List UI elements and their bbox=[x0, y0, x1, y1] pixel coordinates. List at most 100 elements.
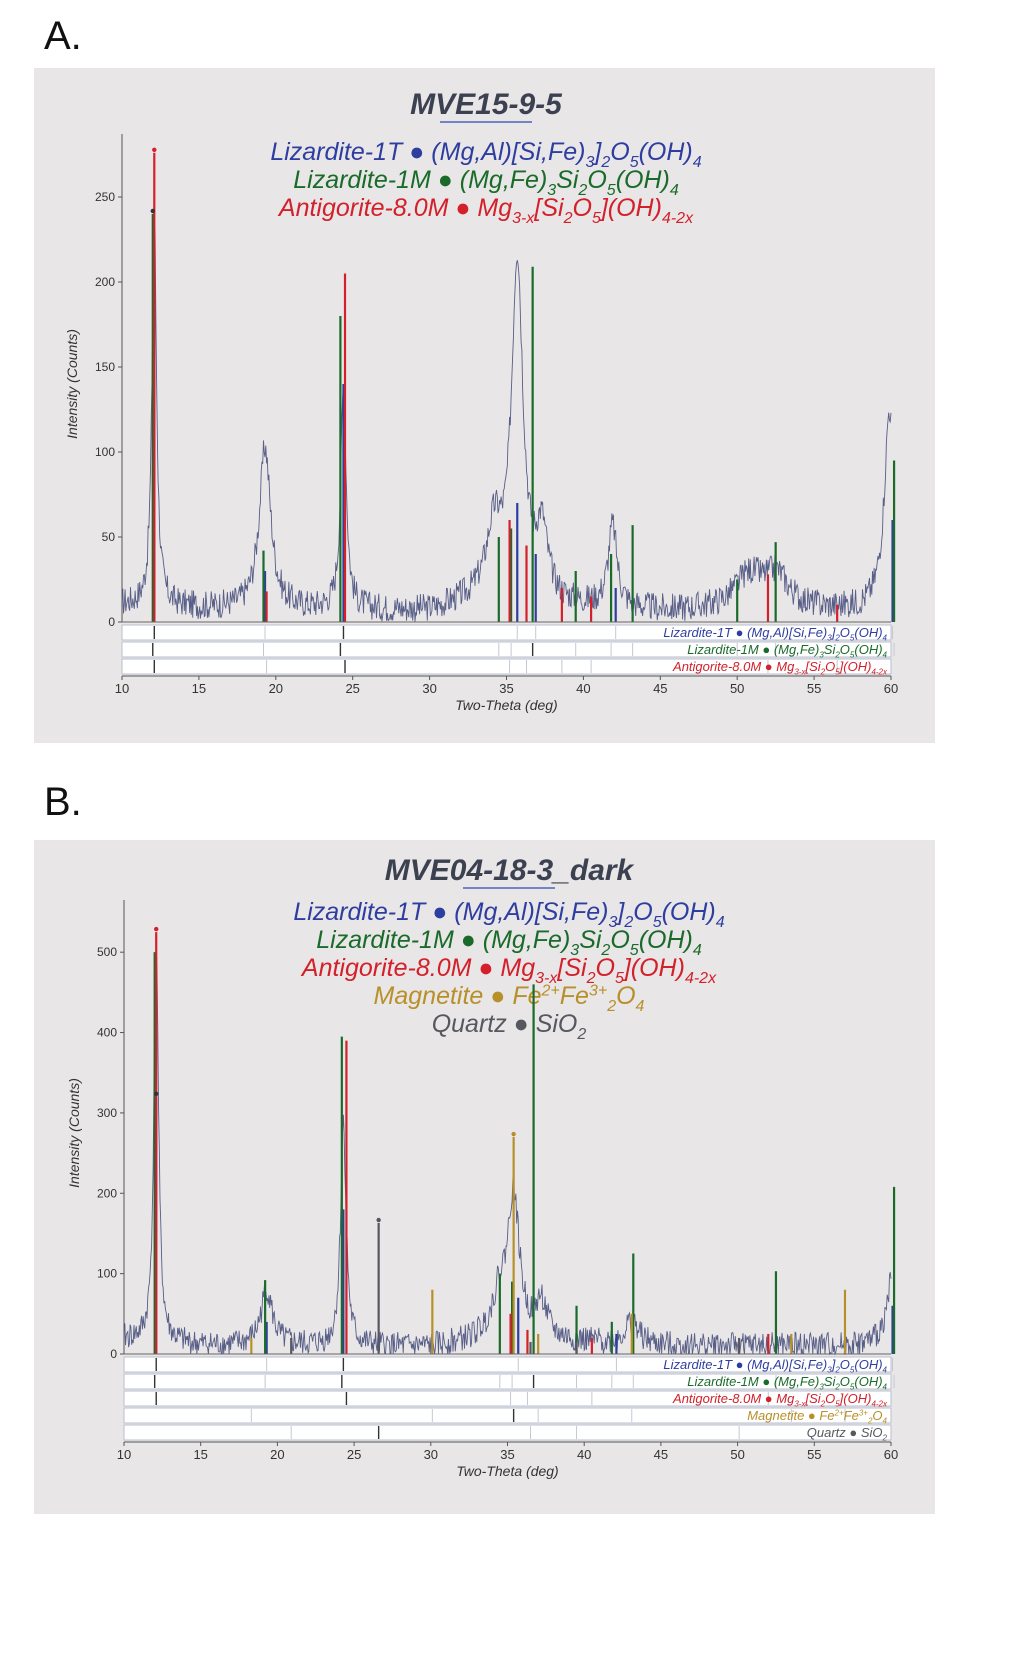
strip-label-mag-part: 2 bbox=[867, 1417, 873, 1426]
y-tick-label: 0 bbox=[110, 1347, 117, 1361]
strip-label-atg-part: 4-2x bbox=[871, 1400, 888, 1409]
measured-pattern-line bbox=[123, 935, 892, 1356]
strip-label-lz1m-part: (OH) bbox=[854, 642, 882, 657]
y-axis-label: Intensity (Counts) bbox=[66, 1078, 82, 1188]
peak-marker bbox=[152, 147, 157, 152]
legend-mag-part: 2 bbox=[606, 998, 616, 1015]
legend-atg-part: 2 bbox=[563, 210, 573, 227]
peak-marker bbox=[511, 1131, 516, 1137]
legend-lz1t-part: Lizardite-1T ● (Mg,Al)[Si,Fe) bbox=[293, 898, 608, 926]
x-tick-label: 60 bbox=[884, 681, 898, 696]
strip-label-lz1m-part: 4 bbox=[883, 1383, 888, 1392]
strip-label-lz1t-part: (OH) bbox=[854, 1357, 882, 1372]
legend-lz1t-part: Lizardite-1T ● (Mg,Al)[Si,Fe) bbox=[270, 138, 585, 166]
legend-lz1m-part: O bbox=[587, 166, 606, 194]
legend-atg-part: 3-x bbox=[535, 970, 558, 987]
legend-lz1m: Lizardite-1M ● (Mg,Fe)3Si2O5(OH)4 bbox=[293, 166, 679, 199]
legend-mag-part: 3+ bbox=[589, 983, 607, 1000]
strip-label-atg-part: Antigorite-8.0M ● Mg bbox=[672, 659, 795, 674]
x-tick-label: 60 bbox=[884, 1447, 898, 1462]
legend-atg-part: O bbox=[572, 194, 591, 222]
legend-lz1m-part: Si bbox=[556, 166, 580, 194]
y-tick-label: 200 bbox=[97, 1186, 117, 1200]
strip-label-lz1t-part: 4 bbox=[883, 1366, 888, 1375]
legend-lz1t-part: 2 bbox=[623, 914, 633, 931]
strip-label-atg-part: 5 bbox=[835, 668, 840, 677]
y-axis-label: Intensity (Counts) bbox=[64, 329, 80, 439]
x-tick-label: 55 bbox=[807, 1447, 821, 1462]
legend-lz1m-part: 3 bbox=[547, 182, 556, 199]
strip-label-atg-part: 2 bbox=[820, 1400, 826, 1409]
x-tick-label: 25 bbox=[347, 1447, 361, 1462]
y-tick-label: 400 bbox=[97, 1026, 117, 1040]
strip-label-lz1t-part: O bbox=[840, 1357, 850, 1372]
strip-lz1m bbox=[121, 641, 892, 658]
legend-mag: Magnetite ● Fe2+Fe3+2O4 bbox=[374, 982, 645, 1015]
x-tick-label: 20 bbox=[270, 1447, 284, 1462]
strip-label-lz1t-part: 5 bbox=[850, 1366, 855, 1375]
legend-qtz-part: 2 bbox=[576, 1026, 586, 1043]
legend-lz1t-part: 4 bbox=[693, 154, 702, 171]
legend-lz1m-part: 2 bbox=[577, 182, 587, 199]
strip-label-atg-part: 3-x bbox=[794, 1400, 806, 1409]
legend-mag-part: 2+ bbox=[541, 983, 560, 1000]
strip-label-qtz-part: Quartz ● SiO bbox=[807, 1425, 883, 1440]
strip-label-lz1m-part: 3 bbox=[819, 651, 824, 660]
strip-label-lz1t-part: Lizardite-1T ● (Mg,Al)[Si,Fe) bbox=[663, 1357, 827, 1372]
legend-lz1t: Lizardite-1T ● (Mg,Al)[Si,Fe)3]2O5(OH)4 bbox=[270, 138, 701, 171]
strip-label-lz1m-part: 5 bbox=[850, 1383, 855, 1392]
strip-label-qtz-part: 2 bbox=[882, 1434, 888, 1443]
strip-label-lz1m: Lizardite-1M ● (Mg,Fe)3Si2O5(OH)4 bbox=[687, 642, 887, 660]
measured-pattern-line bbox=[121, 220, 892, 622]
strip-label-atg-part: [Si bbox=[804, 1391, 821, 1406]
legend-atg-part: 4-2x bbox=[685, 970, 717, 987]
legend-atg-part: 5 bbox=[615, 970, 624, 987]
legend-lz1m-part: 4 bbox=[670, 182, 679, 199]
strip-label-lz1t-part: 2 bbox=[834, 1366, 840, 1375]
strip-label-lz1t-part: ] bbox=[830, 625, 836, 640]
legend-atg-part: O bbox=[595, 954, 614, 982]
legend-lz1m-part: 3 bbox=[570, 942, 579, 959]
strip-qtz bbox=[123, 1424, 892, 1441]
x-tick-label: 10 bbox=[115, 681, 129, 696]
strip-label-lz1t-part: 3 bbox=[827, 1366, 832, 1375]
panel-a-label: A. bbox=[44, 14, 82, 58]
panel-a: MVE15-9-5 Lizardite-1T ● (Mg,Al)[Si,Fe)3]… bbox=[34, 68, 935, 743]
legend-lz1m-part: 5 bbox=[630, 942, 639, 959]
strip-label-lz1t-part: (OH) bbox=[854, 625, 882, 640]
strip-label-mag: Magnetite ● Fe2+Fe3+2O4 bbox=[747, 1408, 887, 1426]
legend-lz1m-part: 2 bbox=[600, 942, 610, 959]
strip-label-lz1m-part: Si bbox=[824, 642, 837, 657]
legend-lz1m-part: 5 bbox=[607, 182, 616, 199]
legend-atg-part: 2 bbox=[586, 970, 596, 987]
legend-lz1m-part: Lizardite-1M ● (Mg,Fe) bbox=[293, 166, 547, 194]
strip-label-mag-part: 2+ bbox=[834, 1409, 844, 1418]
strip-label-atg-part: 3-x bbox=[794, 668, 806, 677]
x-tick-label: 45 bbox=[653, 681, 667, 696]
strip-label-mag-part: 3+ bbox=[859, 1409, 868, 1418]
y-tick-label: 300 bbox=[97, 1106, 117, 1120]
x-tick-label: 55 bbox=[807, 681, 821, 696]
legend-lz1t-part: O bbox=[633, 898, 652, 926]
strip-label-lz1m-part: 5 bbox=[850, 651, 855, 660]
x-tick-label: 30 bbox=[422, 681, 436, 696]
x-tick-label: 15 bbox=[193, 1447, 207, 1462]
strip-label-lz1t-part: 3 bbox=[827, 634, 832, 643]
y-tick-label: 100 bbox=[97, 1267, 117, 1281]
legend-qtz: Quartz ● SiO2 bbox=[432, 1010, 587, 1043]
chart-title: MVE15-9-5 bbox=[410, 88, 563, 121]
x-tick-label: 35 bbox=[499, 681, 513, 696]
legend-lz1m-part: Si bbox=[579, 926, 603, 954]
strip-label-lz1m-part: O bbox=[840, 1374, 850, 1389]
chart-b: MVE04-18-3_dark Lizardite-1T ● (Mg,Al)[Si… bbox=[66, 854, 898, 1479]
legend-atg: Antigorite-8.0M ● Mg3-x[Si2O5](OH)4-2x bbox=[300, 954, 717, 987]
x-tick-label: 50 bbox=[730, 1447, 744, 1462]
strip-label-lz1t: Lizardite-1T ● (Mg,Al)[Si,Fe)3]2O5(OH)4 bbox=[663, 625, 887, 643]
strip-label-atg-part: 5 bbox=[835, 1400, 840, 1409]
peak-marker bbox=[154, 926, 159, 932]
legend-atg-part: [Si bbox=[533, 194, 565, 222]
strip-label-mag-part: Fe bbox=[844, 1408, 859, 1423]
legend-atg-part: Antigorite-8.0M ● Mg bbox=[277, 194, 512, 222]
legend-mag-part: O bbox=[616, 982, 635, 1010]
